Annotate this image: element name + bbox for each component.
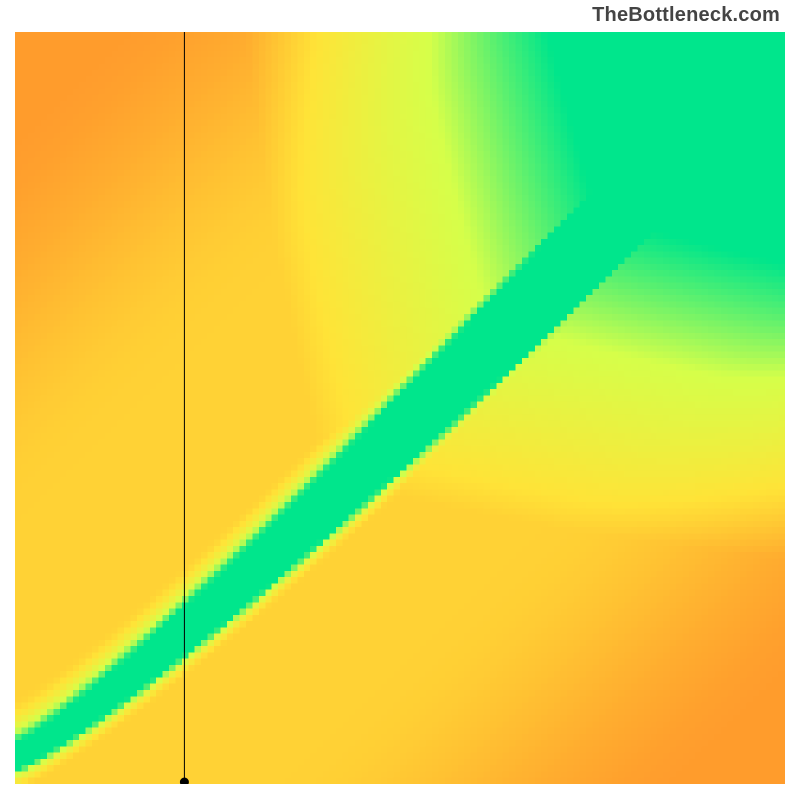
- watermark-text: TheBottleneck.com: [592, 4, 780, 27]
- bottleneck-heatmap-container: [15, 32, 785, 784]
- bottleneck-heatmap: [15, 32, 785, 784]
